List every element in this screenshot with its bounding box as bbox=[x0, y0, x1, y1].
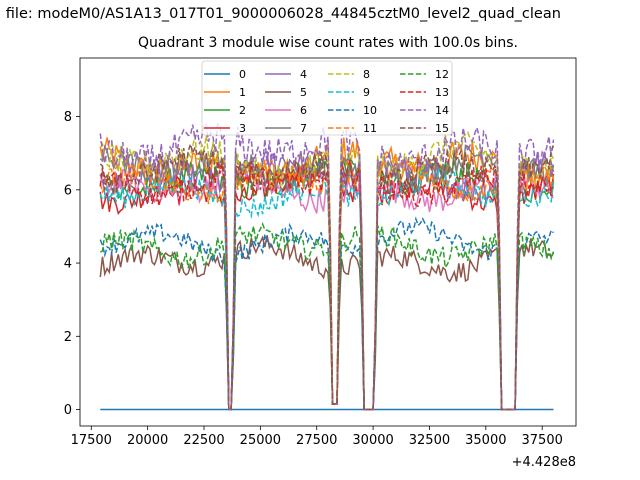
legend-label: 13 bbox=[435, 86, 449, 99]
x-tick-label: 25000 bbox=[240, 433, 281, 448]
x-axis-ticks: 17500 20000 22500 25000 27500 30000 32500 35000… bbox=[71, 426, 563, 448]
series-line-3 bbox=[99, 165, 555, 411]
chart-title: Quadrant 3 module wise count rates with … bbox=[138, 35, 518, 51]
x-tick-label: 20000 bbox=[127, 433, 168, 448]
legend-label: 2 bbox=[239, 104, 246, 117]
legend-label: 6 bbox=[300, 104, 307, 117]
series-line-10 bbox=[99, 216, 555, 411]
legend-label: 11 bbox=[363, 122, 377, 135]
figure-suptitle: n file: modeM0/AS1A13_017T01_9000006028_… bbox=[0, 6, 640, 26]
legend-box bbox=[201, 60, 453, 136]
x-offset-label: +4.428e8 bbox=[512, 455, 576, 470]
series-line-9 bbox=[99, 167, 555, 411]
legend-label: 4 bbox=[300, 68, 307, 81]
series-line-8 bbox=[99, 130, 555, 411]
x-tick-label: 22500 bbox=[183, 433, 224, 448]
legend-label: 5 bbox=[300, 86, 307, 99]
legend-label: 1 bbox=[239, 86, 246, 99]
legend-label: 9 bbox=[363, 86, 370, 99]
y-tick-label: 8 bbox=[64, 110, 72, 125]
plot-frame bbox=[79, 57, 577, 427]
legend-label: 12 bbox=[435, 68, 449, 81]
x-tick-label: 27500 bbox=[296, 433, 337, 448]
legend-label: 15 bbox=[435, 122, 449, 135]
series-line-13 bbox=[99, 159, 554, 411]
suptitle-text: n file: modeM0/AS1A13_017T01_9000006028_… bbox=[0, 6, 561, 22]
legend-label: 10 bbox=[363, 104, 377, 117]
legend-label: 0 bbox=[239, 68, 246, 81]
x-tick-label: 17500 bbox=[71, 433, 112, 448]
x-tick-label: 32500 bbox=[409, 433, 450, 448]
y-tick-label: 2 bbox=[64, 330, 72, 345]
series-line-14 bbox=[99, 123, 555, 411]
series-line-12 bbox=[99, 222, 555, 411]
y-axis-ticks: 0 2 4 6 8 bbox=[64, 110, 80, 418]
legend-label: 14 bbox=[435, 104, 449, 117]
y-tick-label: 0 bbox=[64, 403, 72, 418]
axes-frame bbox=[79, 57, 577, 427]
legend-label: 3 bbox=[239, 122, 246, 135]
series-lines bbox=[99, 123, 555, 411]
series-line-15 bbox=[99, 141, 555, 411]
x-tick-label: 35000 bbox=[465, 433, 506, 448]
x-tick-label: 37500 bbox=[522, 433, 563, 448]
y-tick-label: 4 bbox=[64, 257, 72, 272]
series-line-4 bbox=[99, 150, 555, 411]
legend-label: 7 bbox=[300, 122, 307, 135]
legend-label: 8 bbox=[363, 68, 370, 81]
y-tick-label: 6 bbox=[64, 183, 72, 198]
x-tick-label: 30000 bbox=[352, 433, 393, 448]
